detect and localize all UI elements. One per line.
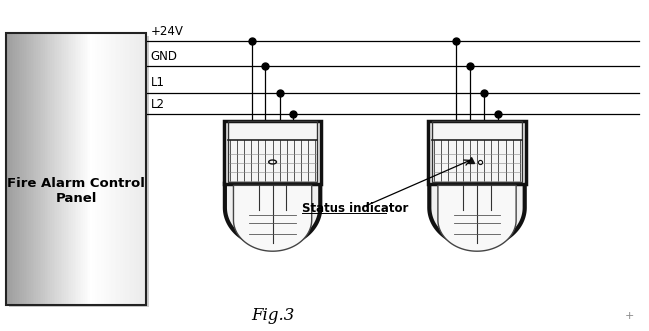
Bar	[54, 33, 56, 305]
Bar	[67, 33, 70, 305]
Bar	[103, 33, 105, 305]
Bar	[55, 33, 58, 305]
Bar	[6, 33, 9, 305]
Bar	[40, 33, 42, 305]
Bar	[10, 33, 12, 305]
Bar	[17, 33, 19, 305]
Text: Status indicator: Status indicator	[302, 202, 408, 215]
Bar	[85, 33, 88, 305]
Text: L1: L1	[151, 76, 165, 89]
Bar	[141, 33, 143, 305]
Bar	[428, 121, 526, 184]
Bar	[432, 121, 522, 182]
Bar	[138, 33, 140, 305]
Bar	[129, 33, 131, 305]
Text: L2: L2	[151, 98, 165, 111]
Bar	[26, 33, 28, 305]
Bar	[87, 33, 89, 305]
Bar	[14, 33, 16, 305]
Bar	[36, 33, 38, 305]
Bar	[77, 33, 79, 305]
Bar	[110, 33, 112, 305]
Bar	[111, 33, 114, 305]
Bar	[24, 33, 27, 305]
Polygon shape	[225, 184, 321, 247]
Bar	[57, 33, 60, 305]
Bar	[121, 33, 124, 305]
Text: GND: GND	[151, 50, 178, 63]
Bar	[78, 33, 80, 305]
Bar	[139, 33, 141, 305]
Polygon shape	[430, 184, 524, 247]
Bar	[64, 33, 66, 305]
Bar	[136, 33, 138, 305]
Bar	[118, 33, 121, 305]
Bar	[34, 33, 37, 305]
Bar	[12, 33, 14, 305]
Text: Fig.3: Fig.3	[251, 307, 294, 324]
Bar	[82, 33, 84, 305]
Bar	[50, 33, 53, 305]
Bar	[27, 33, 30, 305]
Bar	[95, 33, 98, 305]
Bar	[115, 33, 117, 305]
Bar	[99, 33, 101, 305]
Bar	[31, 33, 33, 305]
Bar	[59, 33, 61, 305]
Bar	[60, 33, 63, 305]
Bar	[90, 33, 93, 305]
Polygon shape	[234, 185, 312, 251]
Bar	[22, 33, 25, 305]
Bar	[8, 33, 10, 305]
Bar	[92, 33, 94, 305]
Bar	[6, 33, 146, 305]
Polygon shape	[438, 185, 516, 251]
Bar	[71, 33, 73, 305]
Bar	[125, 33, 127, 305]
Bar	[75, 33, 77, 305]
Bar	[62, 33, 65, 305]
Bar	[9, 36, 149, 307]
Bar	[228, 121, 317, 182]
Bar	[19, 33, 21, 305]
Bar	[15, 33, 18, 305]
Bar	[42, 33, 43, 305]
Bar	[52, 33, 55, 305]
Bar	[43, 33, 45, 305]
Bar	[45, 33, 47, 305]
Bar	[144, 33, 147, 305]
Bar	[88, 33, 91, 305]
Bar	[134, 33, 136, 305]
Text: Fire Alarm Control
Panel: Fire Alarm Control Panel	[7, 176, 145, 205]
Bar	[32, 33, 35, 305]
Bar	[80, 33, 82, 305]
Bar	[143, 33, 145, 305]
Text: +: +	[625, 311, 634, 321]
Bar	[101, 33, 103, 305]
Bar	[108, 33, 110, 305]
Bar	[106, 33, 108, 305]
Bar	[29, 33, 32, 305]
Bar	[123, 33, 126, 305]
Bar	[130, 33, 133, 305]
Bar	[104, 33, 106, 305]
Bar	[83, 33, 86, 305]
Bar	[93, 33, 96, 305]
Bar	[224, 121, 321, 184]
Bar	[66, 33, 68, 305]
Bar	[21, 33, 23, 305]
Bar	[38, 33, 40, 305]
Bar	[48, 33, 51, 305]
Bar	[73, 33, 75, 305]
Bar	[47, 33, 49, 305]
Bar	[97, 33, 99, 305]
Bar	[116, 33, 119, 305]
Bar	[132, 33, 134, 305]
Bar	[69, 33, 71, 305]
Bar	[120, 33, 122, 305]
Bar	[127, 33, 129, 305]
Text: +24V: +24V	[151, 25, 184, 38]
Bar	[113, 33, 116, 305]
